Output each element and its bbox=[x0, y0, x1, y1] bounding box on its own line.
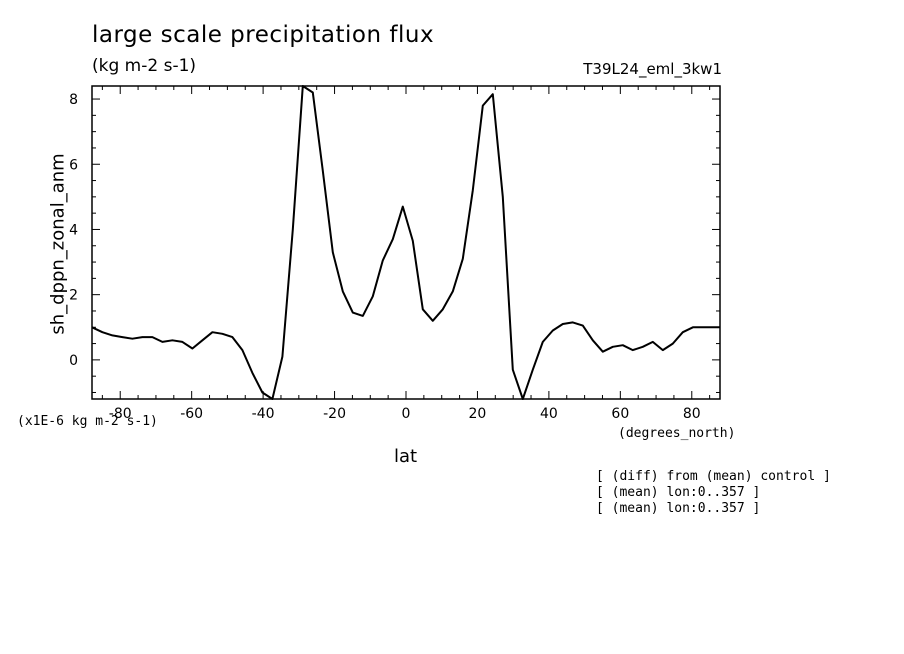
series-group bbox=[91, 85, 720, 400]
scale-note: (x1E-6 kg m-2 s-1) bbox=[17, 414, 158, 429]
annotation-block: [ (diff) from (mean) control ] [ (mean) … bbox=[596, 469, 831, 517]
x-tick-label: 60 bbox=[611, 406, 629, 422]
chart-title: large scale precipitation flux bbox=[92, 22, 435, 48]
x-tick-label: 0 bbox=[402, 406, 411, 422]
x-tick-label: 20 bbox=[469, 406, 487, 422]
x-tick-label: -80 bbox=[109, 406, 132, 422]
y-tick-label: 4 bbox=[69, 222, 78, 238]
x-tick-label: 80 bbox=[683, 406, 701, 422]
annotation-line: [ (diff) from (mean) control ] bbox=[596, 469, 831, 484]
x-tick-label: -60 bbox=[180, 406, 203, 422]
axis-tick-labels: -80 -60 -40 -20 0 20 40 60 80 0 2 4 6 8 bbox=[69, 92, 701, 422]
x-tick-label: -20 bbox=[323, 406, 346, 422]
y-tick-label: 6 bbox=[69, 157, 78, 173]
x-tick-label: -40 bbox=[252, 406, 275, 422]
x-axis-label: lat bbox=[394, 446, 418, 467]
plot-frame bbox=[91, 85, 721, 400]
annotation-line: [ (mean) lon:0..357 ] bbox=[596, 485, 761, 500]
chart-units: (kg m-2 s-1) bbox=[92, 56, 197, 76]
series-line bbox=[91, 85, 720, 400]
run-id: T39L24_eml_3kw1 bbox=[583, 60, 722, 78]
x-tick-label: 40 bbox=[540, 406, 558, 422]
x-axis-units: (degrees_north) bbox=[618, 426, 736, 441]
y-tick-label: 2 bbox=[69, 288, 78, 304]
axis-ticks bbox=[92, 86, 720, 399]
y-tick-label: 0 bbox=[69, 353, 78, 369]
y-tick-label: 8 bbox=[69, 92, 78, 108]
annotation-line: [ (mean) lon:0..357 ] bbox=[596, 501, 761, 516]
